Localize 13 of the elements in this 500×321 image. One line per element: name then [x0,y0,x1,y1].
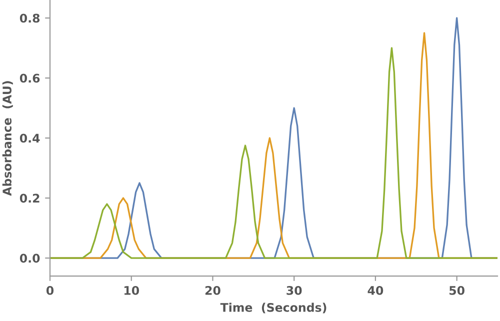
y-tick-label: 0.6 [20,74,40,83]
x-tick-label: 50 [450,286,464,295]
x-tick-label: 20 [205,286,220,295]
x-tick-label: 30 [286,286,302,295]
x-axis-title: Time (Seconds) [220,302,326,314]
y-tick-label: 0.2 [20,194,40,203]
y-tick-label: 0.8 [20,14,40,23]
x-tick-label: 0 [46,286,54,295]
y-tick-label: 0.4 [20,134,40,143]
y-axis-title: Absorbance (AU) [2,81,13,196]
x-tick-label: 10 [124,286,140,295]
x-tick-label: 40 [368,286,384,295]
y-tick-label: 0.0 [20,254,40,263]
